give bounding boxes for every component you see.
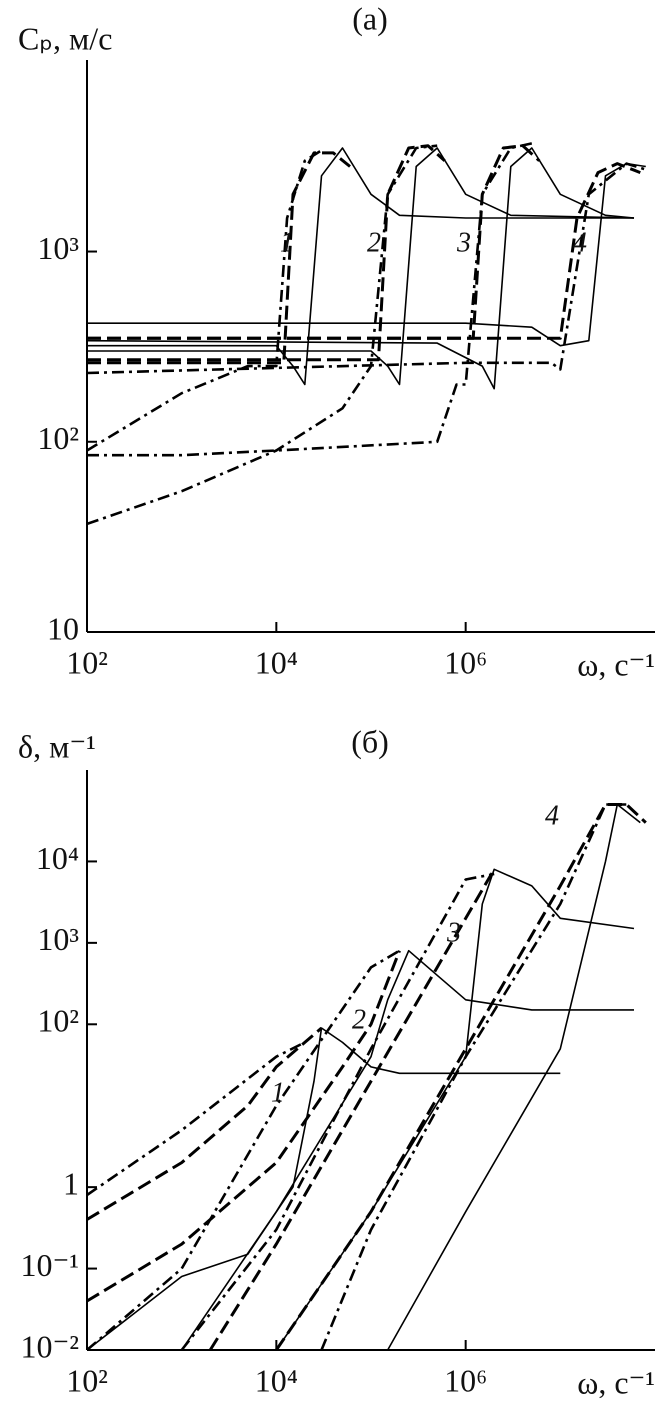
- curve: [87, 1026, 323, 1221]
- y-tick-label: 10³: [37, 230, 79, 266]
- panel: (б) δ, м⁻¹ ω, с⁻¹ 10² 10⁴ 10⁶ 10⁻² 10⁻¹ 1 10² 10³ 1…: [18, 723, 655, 1400]
- x-tick-label: 10²: [66, 1362, 108, 1398]
- curve: [87, 147, 634, 386]
- curve: [87, 147, 635, 386]
- plot-area: [87, 142, 647, 526]
- curve: [87, 147, 635, 390]
- curve: [387, 803, 641, 1351]
- y-tick-label: 10²: [37, 420, 79, 456]
- panel-title: (а): [352, 0, 388, 36]
- y-tick-label: 10⁻²: [21, 1328, 79, 1364]
- y-tick-label: 1: [63, 1165, 79, 1201]
- curve: [87, 950, 401, 1303]
- curve-label: 3: [456, 227, 471, 258]
- curve-label: 1: [280, 227, 294, 258]
- x-tick-label: 10⁶: [444, 644, 487, 680]
- curve-label: 3: [446, 917, 461, 948]
- curve: [87, 144, 541, 340]
- x-tick-label: 10²: [66, 644, 108, 680]
- x-tick-label: 10⁴: [255, 644, 298, 680]
- curve: [87, 142, 533, 457]
- x-axis-label: ω, с⁻¹: [577, 646, 655, 682]
- curve: [87, 1027, 561, 1351]
- x-axis-label: ω, с⁻¹: [577, 1364, 655, 1400]
- curve: [87, 144, 446, 362]
- x-tick-label: 10⁴: [255, 1362, 298, 1398]
- y-tick-label: 10²: [37, 1003, 79, 1039]
- curve: [181, 949, 634, 1351]
- curve-label: 4: [573, 227, 587, 258]
- plot-area: [87, 803, 647, 1351]
- curve: [180, 872, 495, 1351]
- y-tick-label: 10⁴: [36, 840, 79, 876]
- y-tick-label: 10³: [37, 921, 79, 957]
- curve: [320, 803, 627, 1351]
- curve: [87, 1041, 306, 1197]
- panel-title: (б): [351, 723, 389, 759]
- curve: [87, 162, 641, 340]
- curve: [275, 868, 635, 1351]
- curve-label: 4: [545, 800, 559, 831]
- curve: [208, 868, 496, 1351]
- y-axis-label: Cₚ, м/с: [18, 20, 112, 56]
- y-axis-label: δ, м⁻¹: [18, 728, 96, 764]
- curve: [87, 162, 647, 375]
- curve: [275, 803, 647, 1351]
- curve: [87, 149, 323, 452]
- x-tick-label: 10⁶: [444, 1362, 487, 1398]
- curve: [87, 949, 401, 1351]
- y-tick-label: 10: [47, 610, 79, 646]
- y-tick-label: 10⁻¹: [21, 1247, 79, 1283]
- curve-label: 1: [271, 1077, 285, 1108]
- curve: [87, 151, 351, 365]
- curve-label: 2: [352, 1004, 366, 1035]
- curve-label: 2: [367, 227, 381, 258]
- curve: [87, 144, 438, 526]
